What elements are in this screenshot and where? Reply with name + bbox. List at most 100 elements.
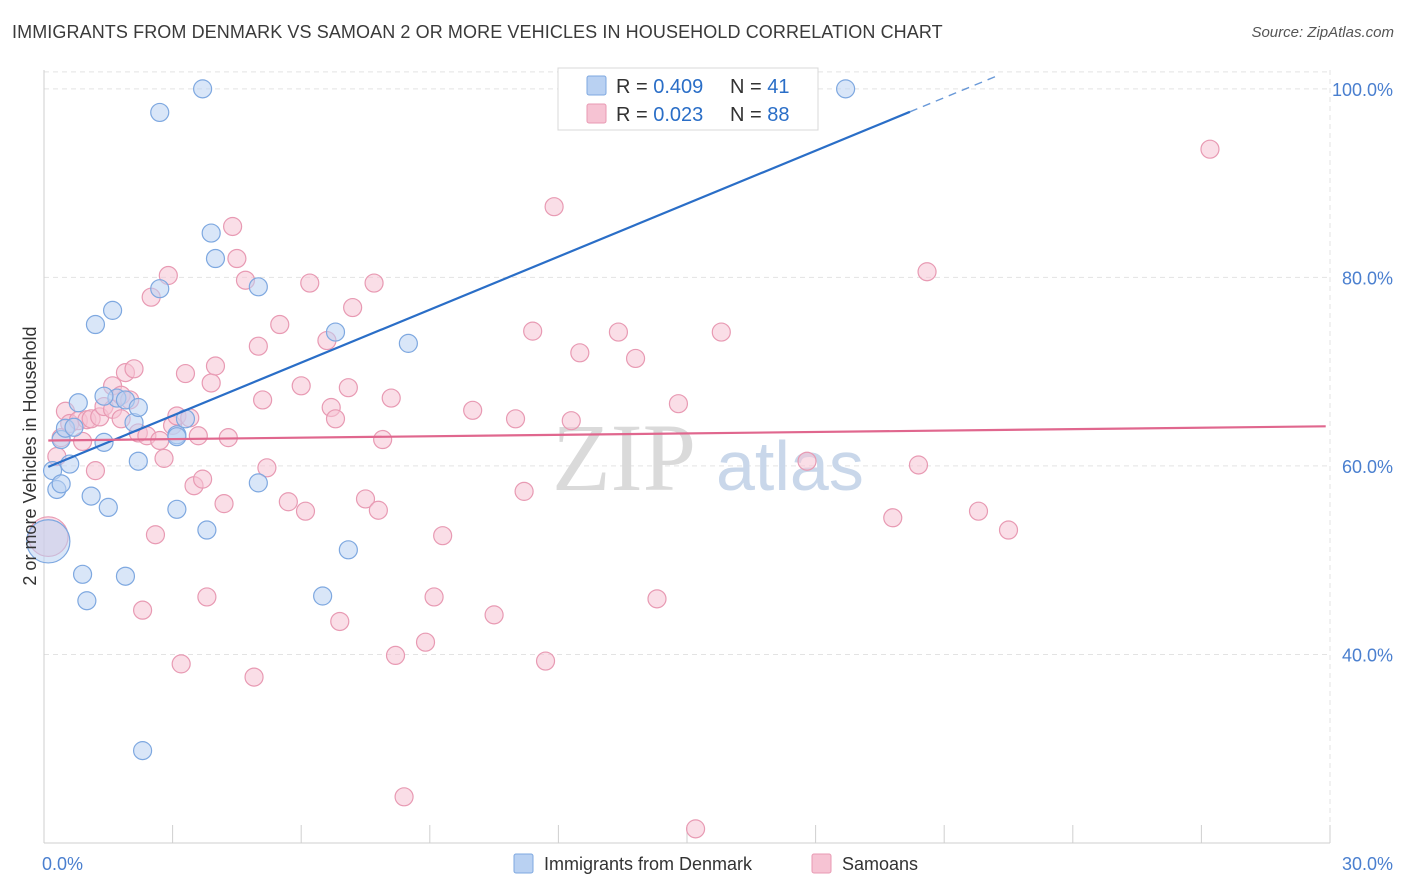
trend-line-denmark-extension	[909, 74, 1001, 113]
series-denmark-points	[26, 79, 856, 761]
samoans-point-82	[711, 322, 731, 342]
samoans-point-76	[570, 343, 590, 363]
samoans-point-54	[325, 409, 346, 429]
denmark-point-36	[51, 474, 71, 494]
legend-swatch-denmark	[586, 75, 607, 96]
samoans-point-62	[381, 388, 401, 408]
samoans-point-77	[608, 322, 629, 342]
series-legend: Immigrants from Denmark Samoans	[513, 853, 918, 874]
denmark-point-38	[94, 386, 114, 406]
trend-line-denmark	[47, 110, 911, 468]
denmark-point-16	[115, 566, 136, 586]
samoans-point-69	[484, 605, 504, 625]
samoans-point-86	[917, 262, 937, 282]
denmark-point-32	[325, 322, 346, 342]
svg-text:R = 0.023: R = 0.023	[616, 104, 703, 126]
x-tick-labels: 0.0% 30.0%	[42, 854, 1393, 874]
denmark-point-26	[197, 520, 217, 540]
denmark-point-34	[398, 333, 418, 353]
denmark-point-8	[77, 591, 97, 611]
samoans-point-72	[523, 321, 543, 341]
bottom-legend-swatch-denmark	[513, 853, 534, 874]
denmark-point-31	[313, 586, 333, 606]
samoans-point-30	[175, 363, 196, 384]
legend-n-value-2: 88	[767, 104, 789, 126]
bottom-legend-label-denmark: Immigrants from Denmark	[544, 854, 753, 874]
samoans-point-6	[72, 431, 93, 452]
trend-lines	[47, 74, 1326, 468]
denmark-point-6	[68, 393, 88, 413]
bottom-legend-label-samoans: Samoans	[842, 854, 918, 874]
samoans-point-55	[330, 611, 350, 632]
samoans-point-48	[278, 492, 298, 512]
samoans-point-43	[244, 667, 264, 687]
samoans-point-88	[998, 520, 1019, 540]
denmark-point-39	[64, 417, 84, 437]
denmark-point-21	[150, 279, 170, 299]
legend-n-label-2: N =	[730, 104, 767, 126]
svg-text:N = 41: N = 41	[730, 76, 790, 98]
samoans-point-60	[368, 500, 388, 520]
samoans-point-61	[373, 429, 393, 450]
legend-r-value-2: 0.023	[653, 104, 703, 126]
samoans-point-24	[150, 430, 170, 451]
samoans-point-81	[685, 819, 706, 839]
x-tick-label-0: 0.0%	[42, 854, 83, 874]
samoans-point-57	[343, 297, 363, 318]
samoans-point-74	[544, 197, 564, 217]
y-tick-label-100: 100.0%	[1332, 80, 1393, 100]
denmark-point-30	[248, 473, 268, 493]
samoans-point-23	[145, 525, 166, 545]
denmark-point-13	[102, 300, 123, 320]
samoans-point-65	[415, 632, 436, 652]
samoans-point-59	[364, 273, 384, 293]
legend-r-value-1: 0.409	[653, 76, 703, 98]
watermark-atlas: atlas	[716, 427, 864, 505]
trend-line-samoans	[48, 425, 1326, 442]
samoans-point-38	[214, 494, 234, 514]
samoans-point-29	[171, 654, 191, 674]
source-label: Source: ZipAtlas.com	[1251, 24, 1394, 41]
samoans-point-56	[338, 378, 358, 398]
samoans-point-84	[883, 508, 903, 528]
samoans-point-47	[270, 314, 290, 335]
svg-text:R = 0.409: R = 0.409	[616, 76, 703, 98]
legend-r-label-2: R =	[616, 104, 653, 126]
denmark-point-10	[85, 314, 106, 335]
denmark-point-29	[248, 277, 268, 297]
samoans-point-68	[463, 400, 483, 420]
samoans-point-36	[201, 373, 221, 393]
axes	[43, 70, 1331, 844]
samoans-point-35	[197, 587, 217, 607]
denmark-point-35	[836, 79, 856, 99]
denmark-point-18	[128, 451, 148, 471]
samoans-point-44	[248, 336, 268, 356]
denmark-point-9	[81, 486, 101, 506]
samoans-point-9	[85, 461, 106, 481]
svg-text:N = 88: N = 88	[730, 104, 790, 126]
denmark-point-12	[98, 497, 118, 518]
samoans-point-78	[625, 348, 646, 369]
watermark: ZIP atlas	[552, 404, 864, 511]
x-tick-label-30: 30.0%	[1342, 854, 1393, 874]
samoans-point-73	[535, 651, 556, 671]
samoans-point-71	[514, 481, 534, 501]
samoans-point-79	[647, 589, 667, 609]
denmark-point-7	[72, 564, 93, 584]
denmark-point-20	[150, 102, 170, 123]
samoans-point-63	[385, 645, 406, 666]
denmark-point-27	[201, 223, 221, 243]
denmark-point-0	[26, 519, 71, 564]
y-tick-label-60: 60.0%	[1342, 457, 1393, 477]
samoans-point-37	[205, 356, 226, 376]
denmark-point-33	[338, 540, 358, 560]
samoans-point-75	[561, 411, 581, 431]
samoans-point-49	[291, 376, 311, 396]
legend-n-label-1: N =	[730, 76, 767, 98]
denmark-point-25	[193, 79, 213, 99]
samoans-point-34	[193, 469, 213, 489]
samoans-point-64	[394, 787, 414, 807]
bottom-legend-swatch-samoans	[811, 853, 832, 874]
correlation-legend: R = 0.409 N = 41 R = 0.023 N = 88	[557, 67, 819, 131]
